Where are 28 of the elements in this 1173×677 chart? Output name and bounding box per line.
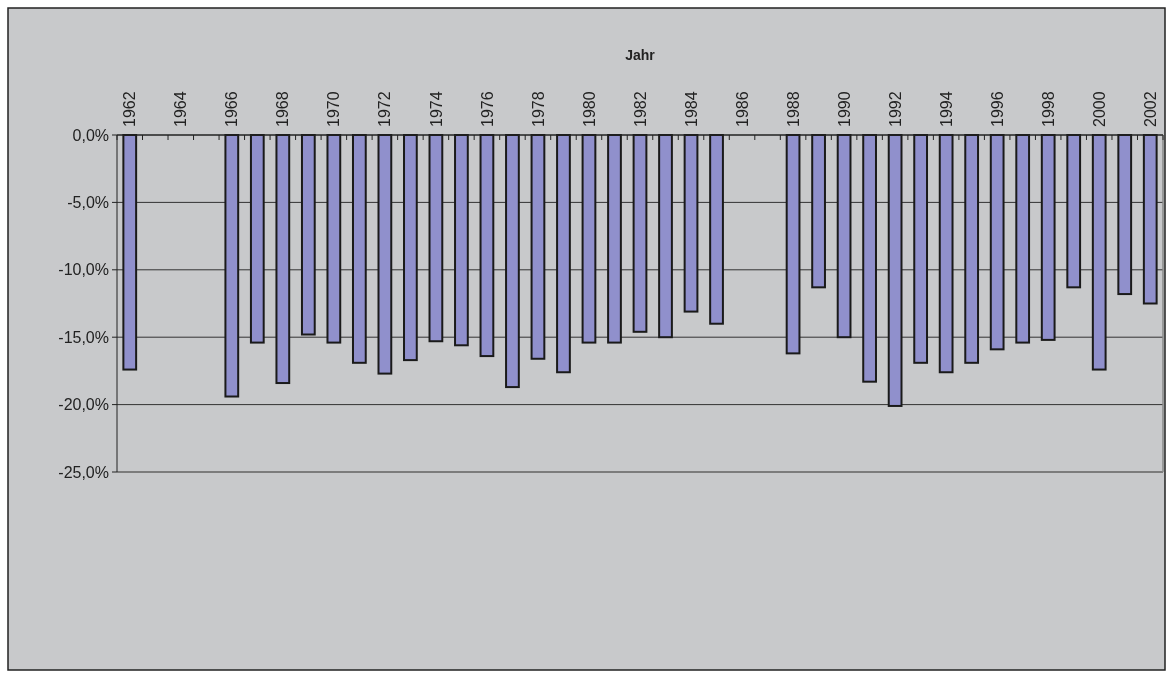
x-axis-title: Jahr (625, 47, 656, 63)
x-tick-label: 1964 (172, 91, 190, 127)
x-tick-label: 1996 (988, 91, 1006, 127)
x-tick-label: 1998 (1039, 91, 1057, 127)
x-tick-label: 1974 (427, 91, 445, 127)
x-tick-label: 2000 (1090, 91, 1108, 127)
y-tick-label: -5,0% (67, 194, 109, 211)
y-tick-label: -25,0% (58, 463, 109, 481)
x-tick-label: 1982 (631, 91, 649, 127)
x-tick-label: 1980 (580, 91, 598, 127)
x-tick-label: 1962 (121, 91, 139, 127)
y-tick-label: -10,0% (58, 261, 109, 279)
x-tick-label: 1992 (886, 91, 904, 127)
y-tick-label: -20,0% (58, 396, 109, 414)
x-tick-label: 1966 (223, 91, 241, 127)
x-tick-label: 1978 (529, 91, 547, 127)
y-tick-label: 0,0% (72, 126, 109, 144)
x-tick-label: 1972 (376, 91, 394, 127)
x-tick-label: 1984 (682, 91, 700, 127)
x-tick-label: 1990 (835, 91, 853, 127)
y-tick-label: -15,0% (58, 328, 109, 346)
x-tick-label: 1986 (733, 91, 751, 127)
x-tick-label: 1970 (325, 91, 343, 127)
x-tick-label: 1968 (274, 91, 292, 127)
x-tick-label: 2002 (1141, 91, 1159, 127)
x-tick-label: 1988 (784, 91, 802, 127)
x-tick-label: 1976 (478, 91, 496, 127)
x-tick-label: 1994 (937, 91, 955, 127)
